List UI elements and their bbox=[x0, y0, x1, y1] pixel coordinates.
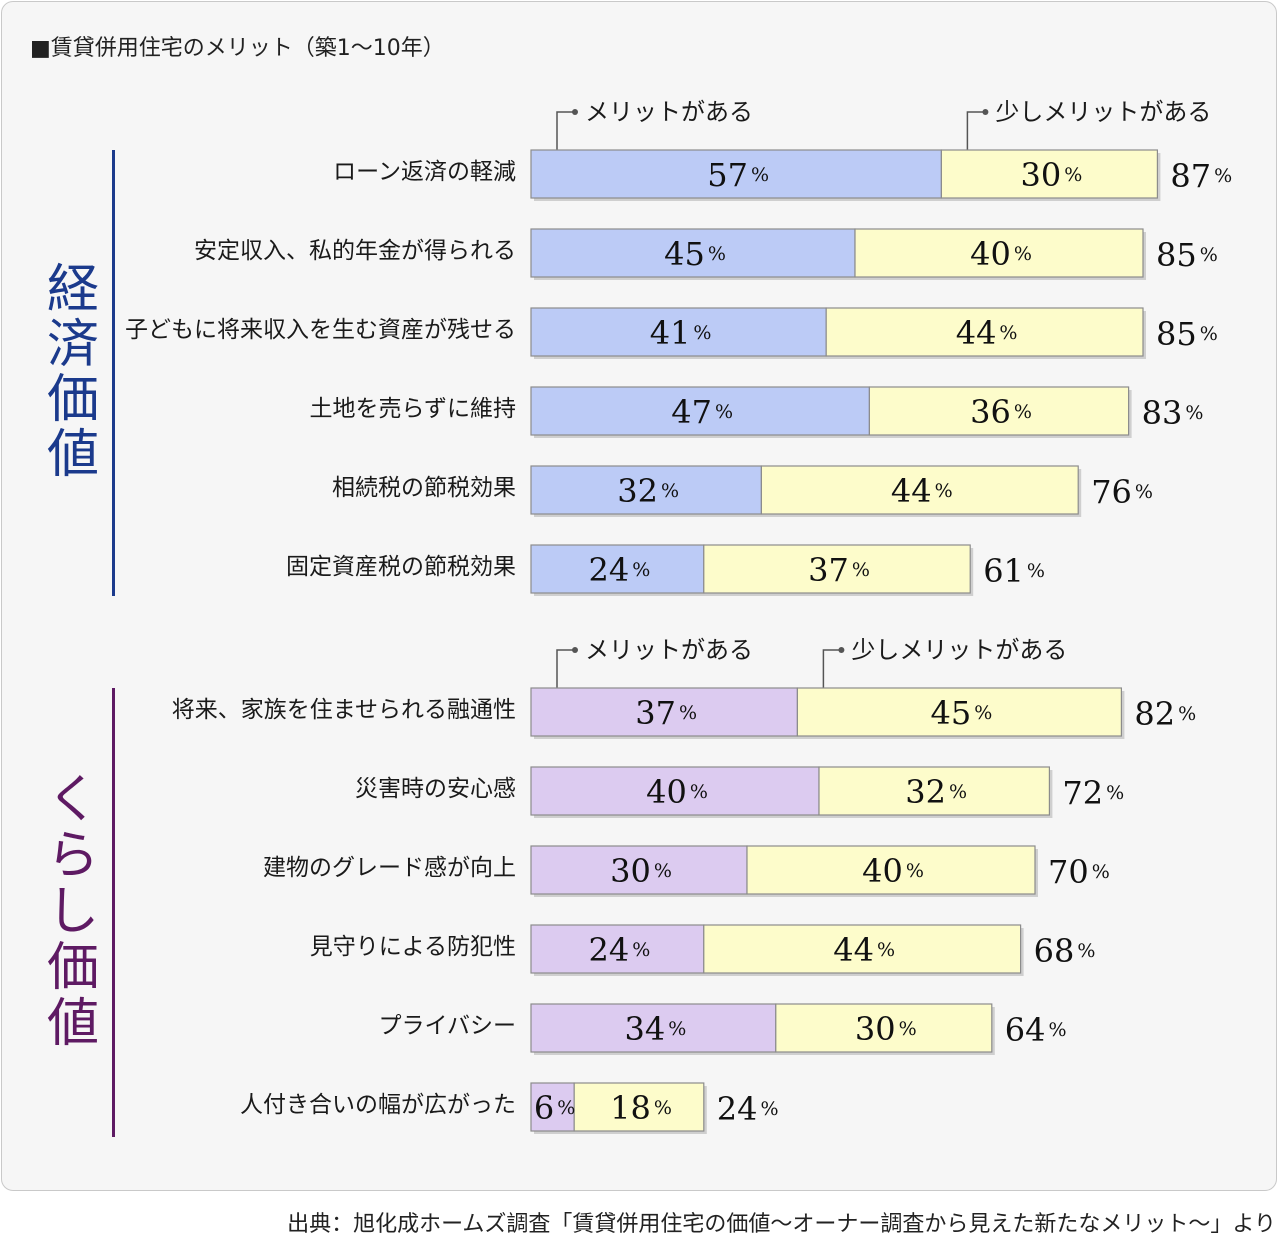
bar-segment-merit bbox=[530, 845, 748, 895]
group-label-glyph: 経 bbox=[47, 260, 99, 320]
bar-segment-merit bbox=[530, 386, 870, 436]
group-label-glyph: 済 bbox=[47, 315, 99, 375]
data-label-merit: 57% bbox=[707, 156, 769, 194]
bar-segment-some-merit bbox=[854, 228, 1144, 278]
group-label-glyph: 値 bbox=[47, 425, 99, 485]
total-label: 70% bbox=[1048, 853, 1110, 891]
data-label-some-merit: 32% bbox=[905, 773, 967, 811]
data-label-merit: 24% bbox=[589, 551, 651, 589]
bar-segment-merit bbox=[530, 766, 820, 816]
data-label-some-merit: 44% bbox=[891, 472, 953, 510]
data-label-merit: 32% bbox=[617, 472, 679, 510]
data-label-merit: 34% bbox=[625, 1010, 687, 1048]
category-label: 子どもに将来収入を生む資産が残せる bbox=[125, 317, 516, 343]
category-label: 見守りによる防犯性 bbox=[310, 934, 516, 960]
chart-title: ■賃貸併用住宅のメリット（築1〜10年） bbox=[30, 36, 445, 61]
legend-leader-dot bbox=[982, 109, 989, 115]
bar-segment-some-merit bbox=[746, 845, 1036, 895]
legend-label: メリットがある bbox=[585, 636, 753, 664]
data-label-some-merit: 37% bbox=[808, 551, 870, 589]
bar-segment-some-merit bbox=[818, 766, 1050, 816]
bar-segment-merit bbox=[530, 149, 942, 199]
category-label: 災害時の安心感 bbox=[355, 776, 516, 802]
legend-leader-dot bbox=[572, 647, 578, 653]
group-label-glyph: 価 bbox=[47, 938, 99, 998]
group-label-glyph: 価 bbox=[47, 370, 99, 430]
data-label-some-merit: 40% bbox=[862, 852, 924, 890]
legend-leader-dot bbox=[572, 109, 578, 115]
bar-segment-some-merit bbox=[703, 544, 971, 594]
bar-segment-some-merit bbox=[868, 386, 1130, 436]
data-label-some-merit: 36% bbox=[970, 393, 1032, 431]
data-label-some-merit: 30% bbox=[855, 1010, 917, 1048]
total-label: 68% bbox=[1034, 932, 1096, 970]
data-label-merit: 24% bbox=[589, 931, 651, 969]
legend-label: 少しメリットがある bbox=[995, 98, 1211, 126]
bar-segment-some-merit bbox=[940, 149, 1159, 199]
total-label: 87% bbox=[1170, 157, 1232, 195]
bar-segment-some-merit bbox=[775, 1003, 993, 1053]
total-label: 85% bbox=[1156, 315, 1218, 353]
bar-segment-some-merit bbox=[796, 687, 1123, 737]
bar-segment-merit bbox=[530, 1082, 575, 1132]
group-divider-line bbox=[112, 688, 115, 1137]
group-label-glyph: ら bbox=[47, 826, 99, 886]
total-label: 76% bbox=[1091, 473, 1153, 511]
data-label-merit: 41% bbox=[650, 314, 712, 352]
bar-segment-some-merit bbox=[760, 465, 1079, 515]
legend-leader-dot bbox=[838, 647, 845, 653]
total-label: 85% bbox=[1156, 236, 1218, 274]
data-label-some-merit: 44% bbox=[833, 931, 895, 969]
category-label: ローン返済の軽減 bbox=[333, 159, 516, 185]
category-label: 相続税の節税効果 bbox=[332, 475, 516, 501]
category-label: プライバシー bbox=[378, 1013, 516, 1039]
category-label: 将来、家族を住ませられる融通性 bbox=[172, 697, 516, 723]
bar-segment-merit bbox=[530, 544, 705, 594]
data-label-some-merit: 45% bbox=[931, 694, 993, 732]
data-label-merit: 37% bbox=[635, 694, 697, 732]
data-label-merit: 40% bbox=[646, 773, 708, 811]
group-label-glyph: 値 bbox=[47, 994, 99, 1054]
legend-label: 少しメリットがある bbox=[851, 636, 1067, 664]
data-label-merit: 6% bbox=[534, 1089, 575, 1127]
total-label: 61% bbox=[983, 552, 1045, 590]
bar-segment-some-merit bbox=[825, 307, 1144, 357]
category-label: 建物のグレード感が向上 bbox=[263, 855, 516, 881]
group-label-glyph: く bbox=[47, 770, 99, 830]
bar-segment-merit bbox=[530, 228, 856, 278]
data-label-some-merit: 44% bbox=[956, 314, 1018, 352]
legend-label: メリットがある bbox=[585, 98, 753, 126]
total-label: 24% bbox=[717, 1090, 779, 1128]
bar-segment-some-merit bbox=[703, 924, 1022, 974]
bar-segment-merit bbox=[530, 1003, 777, 1053]
total-label: 72% bbox=[1062, 774, 1124, 812]
source-note: 出典：旭化成ホームズ調査「賃貸併用住宅の価値〜オーナー調査から見えた新たなメリッ… bbox=[287, 1212, 1276, 1237]
total-label: 82% bbox=[1134, 695, 1196, 733]
category-label: 固定資産税の節税効果 bbox=[286, 554, 516, 580]
data-label-some-merit: 18% bbox=[610, 1089, 672, 1127]
data-label-some-merit: 30% bbox=[1021, 156, 1083, 194]
bar-segment-some-merit bbox=[573, 1082, 705, 1132]
data-label-merit: 47% bbox=[671, 393, 733, 431]
category-label: 人付き合いの幅が広がった bbox=[240, 1092, 516, 1118]
total-label: 83% bbox=[1142, 394, 1204, 432]
total-label: 64% bbox=[1005, 1011, 1067, 1049]
bar-segment-merit bbox=[530, 687, 798, 737]
bar-segment-merit bbox=[530, 307, 827, 357]
group-label-glyph: し bbox=[47, 882, 99, 942]
data-label-merit: 30% bbox=[610, 852, 672, 890]
group-divider-line bbox=[112, 150, 115, 596]
data-label-merit: 45% bbox=[664, 235, 726, 273]
category-label: 安定収入、私的年金が得られる bbox=[194, 238, 516, 264]
category-label: 土地を売らずに維持 bbox=[309, 396, 516, 422]
data-label-some-merit: 40% bbox=[970, 235, 1032, 273]
